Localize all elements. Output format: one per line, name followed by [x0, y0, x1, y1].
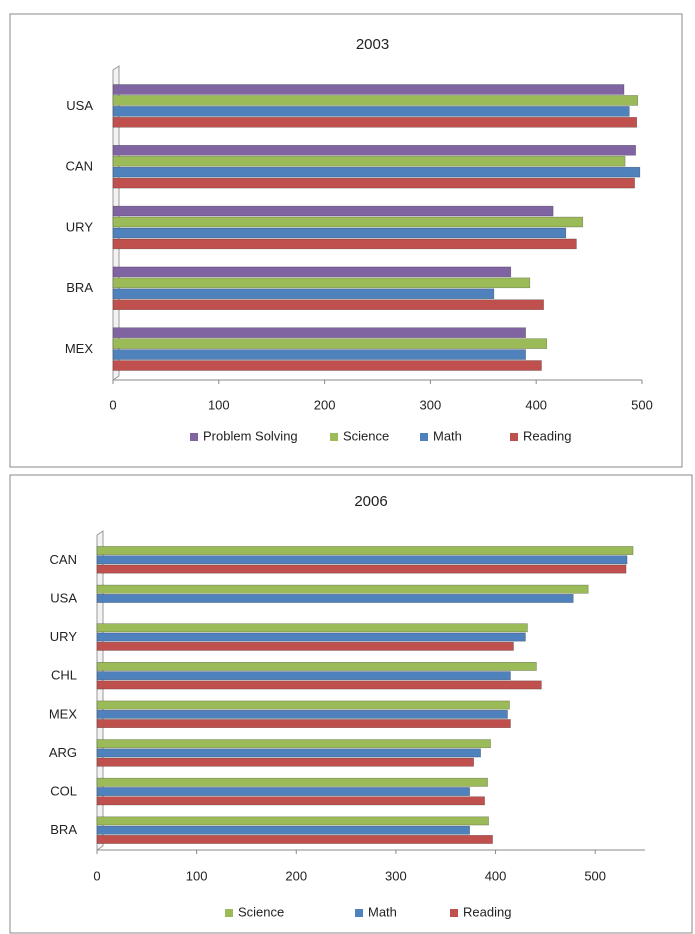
bar — [112, 216, 584, 228]
bar — [96, 739, 491, 749]
bar — [96, 700, 510, 710]
bar — [96, 584, 589, 594]
x-tick-label: 300 — [420, 397, 442, 412]
y-tick-label: URY — [66, 219, 94, 234]
x-tick-label: 0 — [93, 868, 100, 883]
bar — [96, 632, 526, 642]
bar — [112, 327, 526, 338]
bar — [96, 564, 627, 574]
bar — [96, 787, 470, 796]
bar — [96, 555, 628, 565]
y-tick-label: BRA — [66, 280, 93, 295]
y-tick-label: USA — [50, 590, 77, 605]
bar — [112, 84, 625, 95]
x-tick-label: 400 — [485, 868, 507, 883]
bar — [112, 177, 635, 189]
y-tick-label: BRA — [50, 822, 77, 837]
x-tick-label: 500 — [631, 397, 653, 412]
x-tick-label: 100 — [186, 868, 208, 883]
legend-label: Science — [238, 904, 284, 919]
legend-swatch — [355, 909, 363, 917]
bar — [112, 205, 554, 217]
bar — [96, 661, 537, 671]
bar — [96, 825, 470, 835]
bar — [112, 238, 577, 250]
bar — [96, 835, 493, 844]
legend-label: Problem Solving — [203, 428, 298, 443]
legend-swatch — [225, 909, 233, 917]
x-tick-label: 100 — [208, 397, 230, 412]
legend-swatch — [330, 433, 338, 441]
x-tick-label: 200 — [314, 397, 336, 412]
bar — [96, 709, 508, 719]
y-tick-label: COL — [50, 784, 77, 799]
bar — [96, 757, 474, 767]
bar — [96, 671, 511, 681]
bar — [112, 145, 636, 156]
bar — [96, 594, 574, 603]
x-tick-label: 300 — [385, 868, 407, 883]
x-tick-label: 200 — [285, 868, 307, 883]
legend-label: Math — [433, 428, 462, 443]
y-tick-label: CAN — [66, 159, 93, 174]
legend-label: Science — [343, 428, 389, 443]
bar — [112, 106, 630, 117]
bar — [112, 166, 641, 178]
bar — [96, 641, 514, 651]
bar — [96, 680, 542, 690]
bar — [96, 719, 511, 729]
chart-title: 2003 — [356, 36, 389, 53]
bar — [112, 277, 531, 289]
bar — [96, 796, 485, 806]
legend-label: Reading — [523, 428, 571, 443]
legend-label: Math — [368, 904, 397, 919]
bar — [96, 623, 528, 633]
bar — [112, 338, 548, 349]
legend-swatch — [510, 433, 518, 441]
bar — [112, 266, 512, 278]
bar — [112, 360, 542, 371]
legend-swatch — [420, 433, 428, 441]
y-tick-label: ARG — [49, 745, 77, 760]
bar — [112, 288, 495, 300]
y-tick-label: MEX — [65, 341, 94, 356]
x-tick-label: 0 — [109, 397, 116, 412]
y-tick-label: CHL — [51, 668, 77, 683]
legend-swatch — [190, 433, 198, 441]
bar — [96, 748, 481, 758]
bar — [112, 349, 526, 360]
x-tick-label: 500 — [584, 868, 606, 883]
bar — [112, 117, 638, 128]
x-tick-label: 400 — [525, 397, 547, 412]
bar — [112, 299, 544, 310]
bar — [96, 816, 489, 826]
y-tick-label: URY — [50, 629, 78, 644]
y-tick-label: MEX — [49, 706, 78, 721]
bar — [96, 777, 488, 787]
legend-label: Reading — [463, 904, 511, 919]
chart-title: 2006 — [354, 493, 387, 510]
bar — [112, 155, 626, 167]
bar — [112, 227, 567, 239]
y-tick-label: CAN — [50, 552, 77, 567]
y-tick-label: USA — [66, 98, 93, 113]
legend-swatch — [450, 909, 458, 917]
bar — [112, 95, 639, 106]
bar — [96, 546, 634, 555]
